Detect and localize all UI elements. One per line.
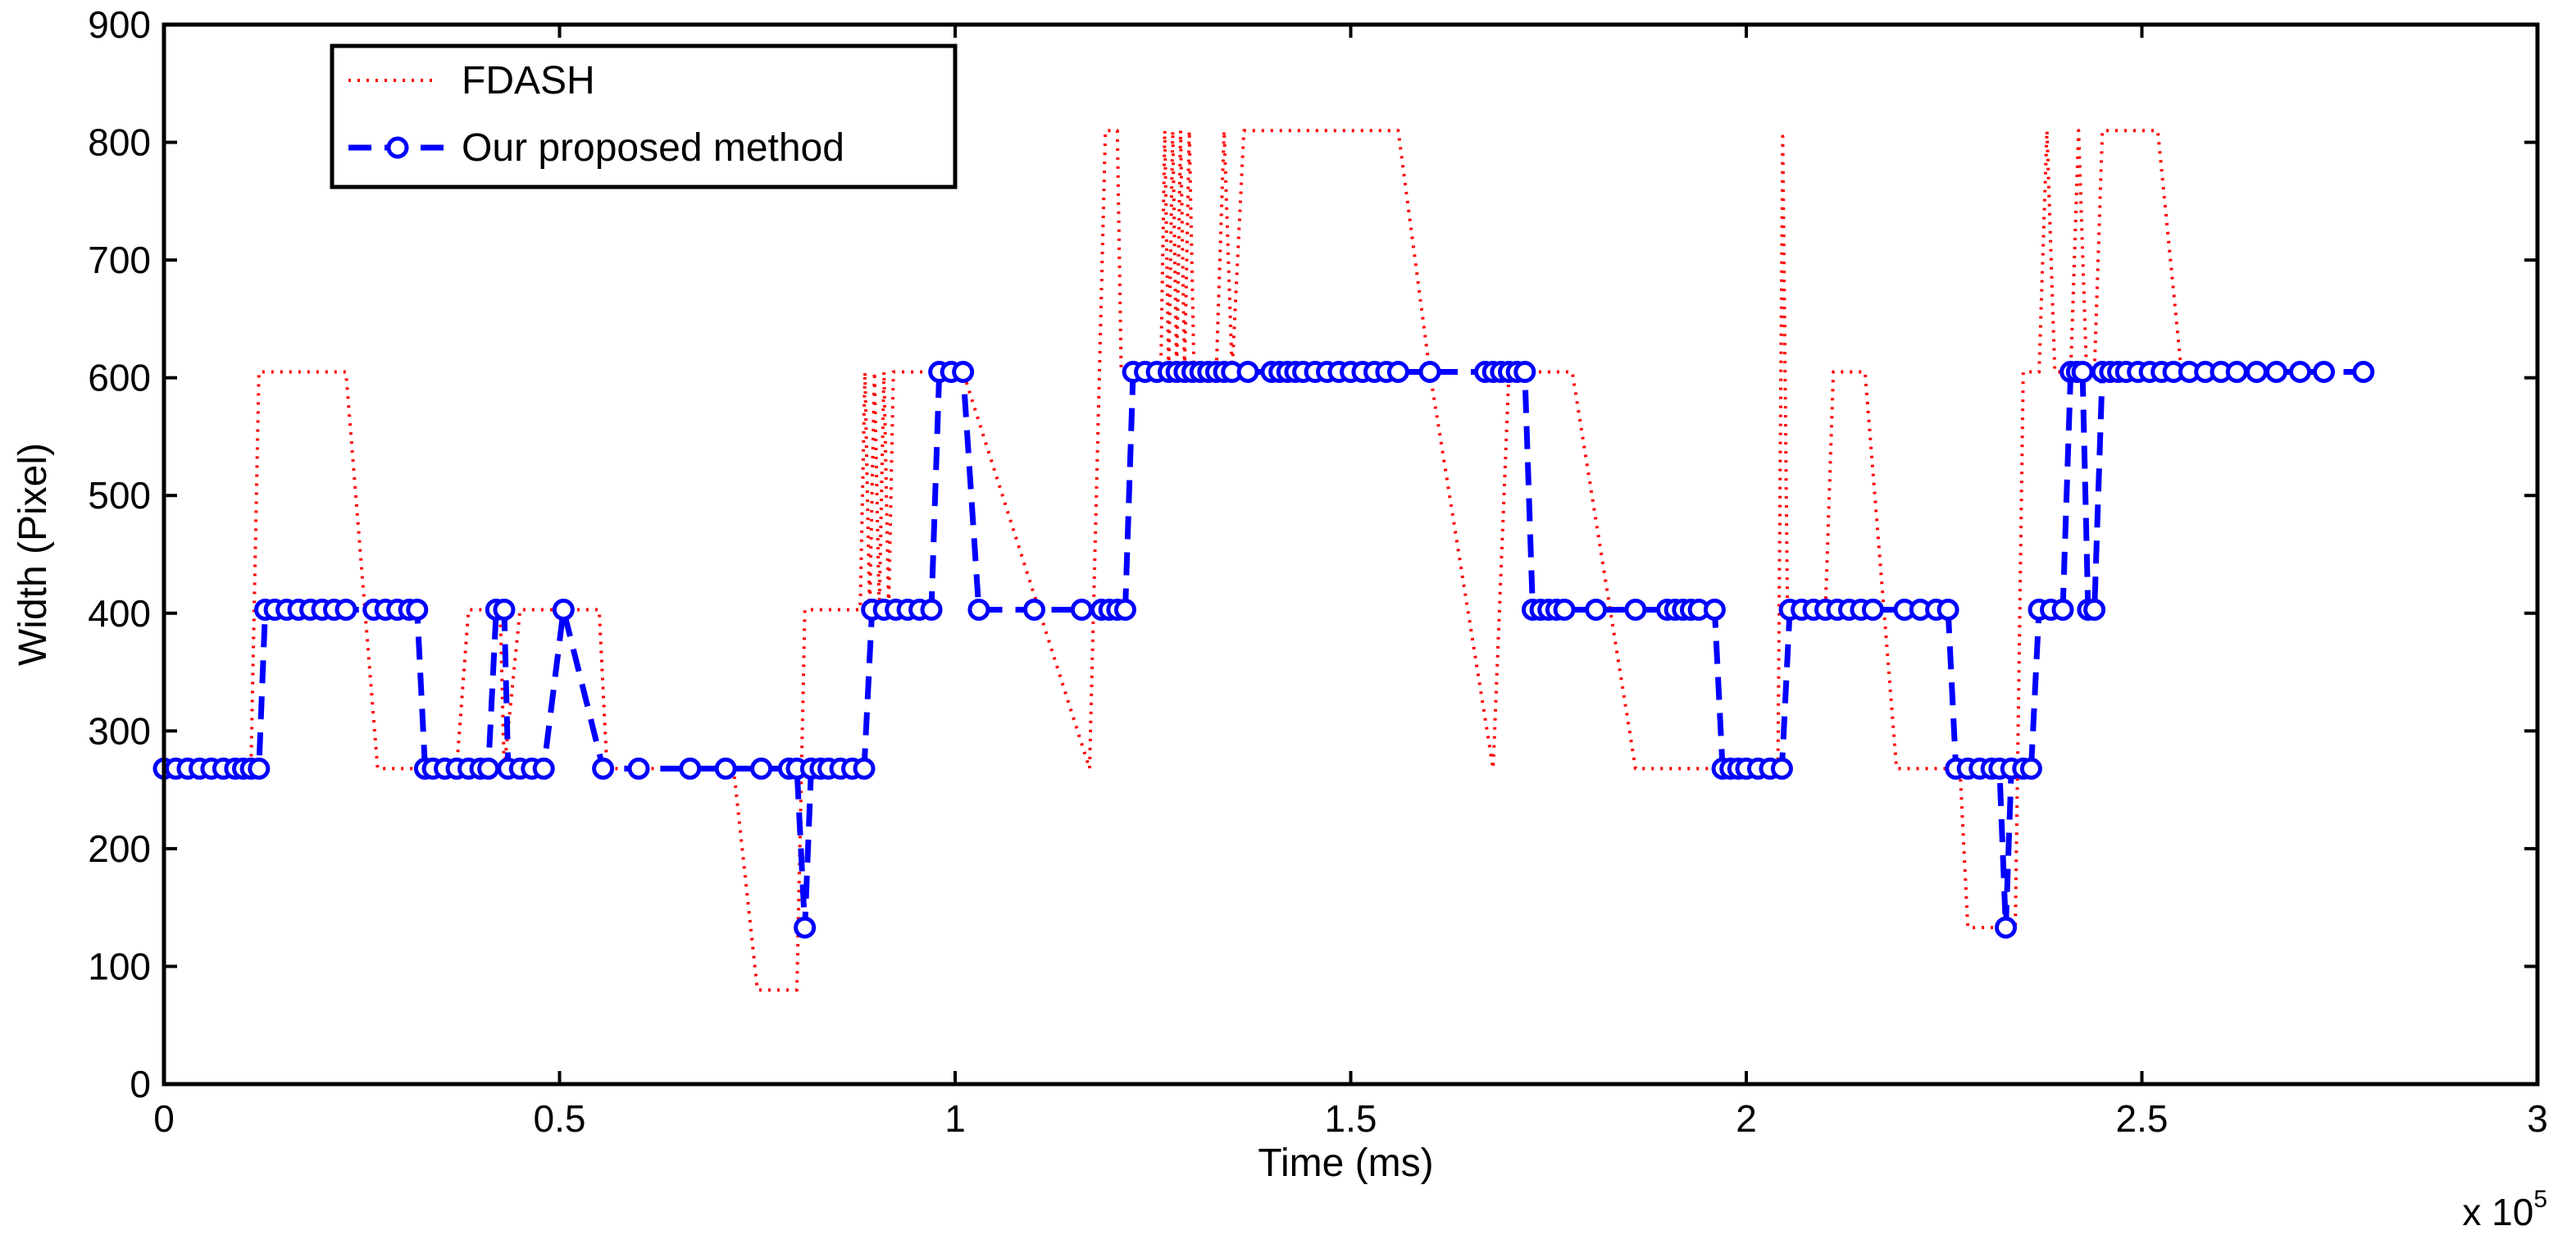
x-tick-label: 3 (2527, 1097, 2548, 1140)
data-point (2051, 598, 2074, 621)
x-multiplier-base: x 10 (2462, 1191, 2533, 1233)
data-point (406, 598, 429, 621)
data-point (1861, 598, 1884, 621)
x-multiplier-exponent: 5 (2533, 1186, 2547, 1213)
y-tick-label: 500 (88, 474, 151, 517)
data-point (2083, 598, 2106, 621)
data-point (2071, 360, 2094, 383)
y-tick-label: 400 (88, 592, 151, 635)
data-point (750, 757, 773, 780)
data-point (552, 598, 575, 621)
x-tick-label: 1.5 (1325, 1097, 1377, 1140)
legend-label-proposed: Our proposed method (462, 126, 844, 170)
data-point (853, 757, 876, 780)
y-axis-title: Width (Pixel) (11, 443, 55, 666)
y-tick-label: 300 (88, 709, 151, 752)
data-point (1995, 916, 2018, 939)
y-tick-label: 200 (88, 827, 151, 870)
data-point (1070, 598, 1093, 621)
x-tick-label: 2 (1736, 1097, 1757, 1140)
data-point (714, 757, 737, 780)
data-point (1113, 598, 1136, 621)
data-point (2352, 360, 2375, 383)
data-point (592, 757, 615, 780)
data-point (2225, 360, 2248, 383)
y-tick-label: 800 (88, 121, 151, 164)
series-line (164, 369, 2364, 931)
data-point (920, 598, 943, 621)
data-point (794, 916, 817, 939)
data-point (679, 757, 702, 780)
data-point (248, 757, 271, 780)
data-point (967, 598, 990, 621)
data-point (477, 757, 500, 780)
x-tick-label: 0 (153, 1097, 175, 1140)
legend-box (330, 43, 958, 189)
data-point (2312, 360, 2335, 383)
x-axis-title: Time (ms) (1258, 1142, 1433, 1185)
data-point (1624, 598, 1647, 621)
x-tick-label: 1 (944, 1097, 966, 1140)
y-tick-label: 700 (88, 239, 151, 281)
x-axis-multiplier: x 105 (2462, 1186, 2547, 1233)
series-fdash (164, 129, 2285, 992)
data-point (493, 598, 516, 621)
legend-marker-proposed (386, 136, 409, 159)
y-tick-label: 900 (88, 3, 151, 46)
y-tick-label: 100 (88, 945, 151, 987)
legend: FDASH Our proposed method (330, 43, 958, 189)
data-point (1585, 598, 1608, 621)
data-point (1937, 598, 1959, 621)
x-tick-label: 2.5 (2116, 1097, 2169, 1140)
data-point (1236, 360, 1259, 383)
data-point (1770, 757, 1793, 780)
data-point (627, 757, 650, 780)
data-point (2019, 757, 2042, 780)
data-point (1553, 598, 1576, 621)
y-tick-label: 0 (130, 1063, 151, 1105)
data-point (1386, 360, 1409, 383)
data-point (1418, 360, 1441, 383)
legend-label-fdash: FDASH (462, 59, 595, 103)
data-point (1513, 360, 1536, 383)
ticks-layer: 0 0.5 1 1.5 2 2.5 3 0 100 200 300 400 500 600 700 800 90… (88, 3, 2548, 1140)
series-line (164, 129, 2285, 992)
data-point (2289, 360, 2311, 383)
data-point (2265, 360, 2288, 383)
series-proposed (152, 360, 2375, 939)
data-point (335, 598, 357, 621)
y-tick-label: 600 (88, 357, 151, 399)
data-point (952, 360, 975, 383)
data-point (1703, 598, 1726, 621)
data-point (2245, 360, 2268, 383)
series-layer (152, 129, 2375, 992)
data-point (532, 757, 555, 780)
data-point (1023, 598, 1045, 621)
x-tick-label: 0.5 (534, 1097, 586, 1140)
